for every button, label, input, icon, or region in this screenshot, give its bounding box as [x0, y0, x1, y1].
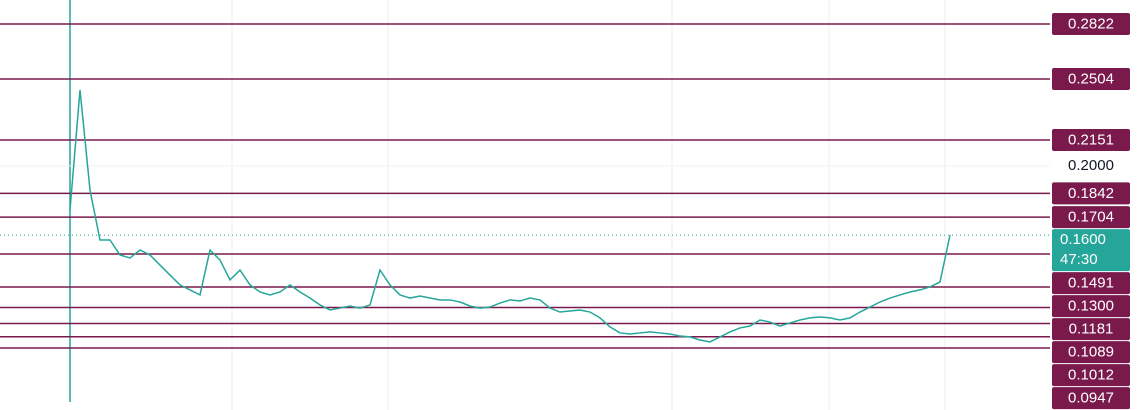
- level-label: 0.1089: [1068, 344, 1114, 361]
- level-label-box: [1052, 364, 1130, 387]
- level-label-box: [1052, 318, 1130, 341]
- level-label: 0.2151: [1068, 131, 1114, 148]
- level-label: 0.1300: [1068, 298, 1114, 315]
- level-label-box: [1052, 182, 1130, 205]
- level-label: 0.1491: [1068, 275, 1114, 292]
- level-label: 0.1012: [1068, 367, 1114, 384]
- level-label-box: [1052, 13, 1130, 36]
- countdown-label: 47:30: [1060, 251, 1098, 268]
- level-label: 0.1842: [1068, 185, 1114, 202]
- level-label-box: [1052, 341, 1130, 364]
- level-label: 0.2822: [1068, 15, 1114, 32]
- level-label-box: [1052, 206, 1130, 229]
- level-label: 0.1181: [1069, 321, 1114, 338]
- level-label-box: [1052, 272, 1130, 295]
- price-line: [69, 89, 951, 343]
- last-price-box: [1052, 229, 1130, 272]
- level-label: 0.0947: [1068, 390, 1114, 407]
- level-label-box: [1052, 67, 1130, 90]
- time-grid: [231, 0, 946, 410]
- level-label-box: [1052, 387, 1130, 410]
- y-tick-label: 0.2000: [1068, 157, 1114, 174]
- level-label-box: [1052, 128, 1130, 151]
- level-label: 0.2504: [1068, 70, 1114, 87]
- last-price-label: 0.1600: [1060, 231, 1106, 248]
- level-label-box: [1052, 295, 1130, 318]
- level-label: 0.1704: [1068, 209, 1114, 226]
